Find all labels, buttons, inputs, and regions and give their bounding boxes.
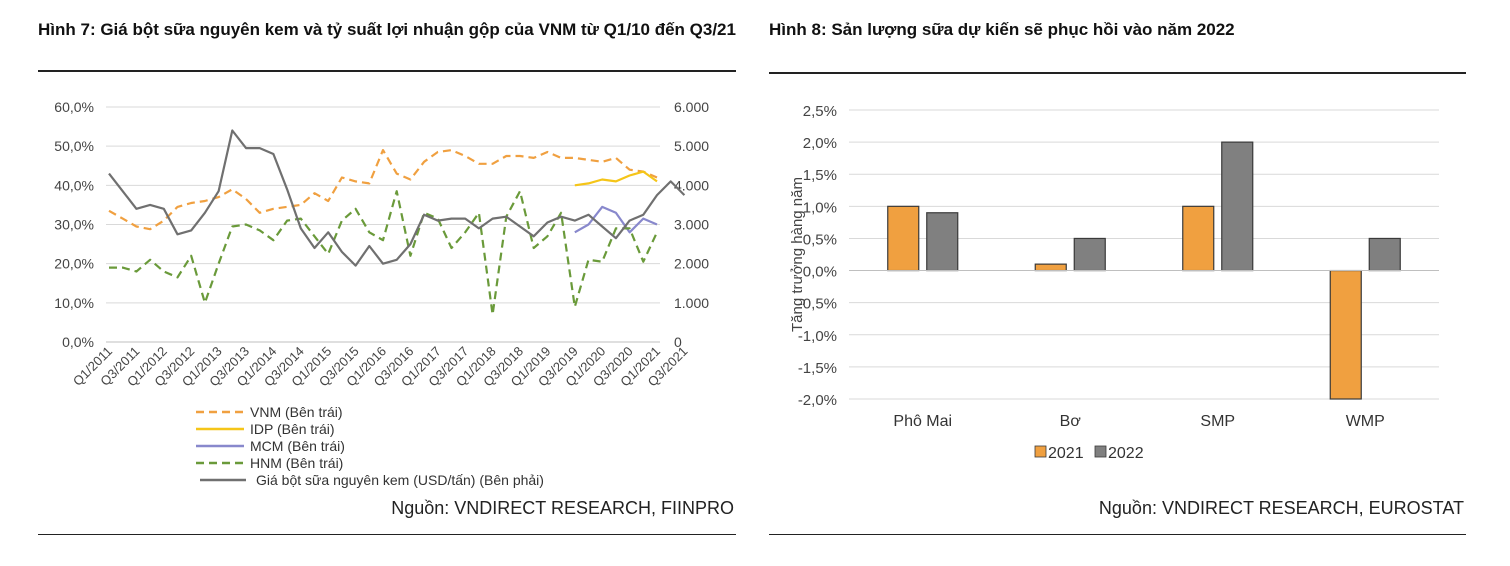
y-left-tick-label: 30,0% — [54, 217, 94, 233]
y-left-tick-label: 10,0% — [54, 295, 94, 311]
y-right-tick-label: 4.000 — [674, 177, 709, 193]
figure-8-source: Nguồn: VNDIRECT RESEARCH, EUROSTAT — [1098, 498, 1464, 518]
legend-swatch — [1094, 445, 1107, 458]
series-line-4 — [109, 190, 658, 316]
y-tick-label: 0,5% — [803, 231, 837, 248]
y-tick-label: 1,5% — [803, 167, 837, 184]
y-tick-label: 1,0% — [803, 199, 837, 216]
bar-2022 — [1221, 141, 1254, 272]
figure-7-title: Hình 7: Giá bột sữa nguyên kem và tỷ suấ… — [38, 20, 736, 39]
y-left-tick-label: 40,0% — [54, 177, 94, 193]
category-label: SMP — [1200, 413, 1235, 430]
bar-2022 — [1073, 237, 1106, 272]
y-right-tick-label: 6.000 — [674, 99, 709, 115]
figure-7-bottom-rule — [38, 534, 736, 535]
bar-2022 — [926, 212, 959, 272]
legend-label: 2022 — [1108, 445, 1144, 462]
legend-swatch — [1034, 445, 1047, 458]
series-line-5 — [108, 129, 686, 267]
y-right-tick-label: 1.000 — [674, 295, 709, 311]
y-left-tick-label: 20,0% — [54, 256, 94, 272]
figure-8-bar-chart: 2,5% 2,0% 1,5% 1,0% 0,5% 0,0% -0,5% -1,0% -1,5% -… — [789, 103, 1439, 462]
series-line-2 — [574, 170, 658, 187]
figure-7-source: Nguồn: VNDIRECT RESEARCH, FIINPRO — [391, 498, 734, 518]
figure-7-line-chart: 60,0% 6.000 50,0% 5.000 40,0% 4.000 30,0% 3.000… — [54, 99, 709, 488]
legend-label: MCM (Bên trái) — [250, 438, 345, 454]
bar-2021 — [1182, 205, 1215, 272]
y-right-tick-label: 0 — [674, 334, 682, 350]
legend-label: HNM (Bên trái) — [250, 455, 343, 471]
category-label: WMP — [1346, 413, 1385, 430]
figure-8-title: Hình 8: Sản lượng sữa dự kiến sẽ phục hồ… — [769, 20, 1235, 39]
y-right-tick-label: 3.000 — [674, 217, 709, 233]
bar-2022 — [1368, 237, 1401, 272]
legend-label: 2021 — [1048, 445, 1084, 462]
figure-8-top-rule — [769, 72, 1466, 74]
y-tick-label: -2,0% — [798, 392, 837, 409]
y-axis-label: Tăng trưởng hàng năm — [789, 177, 806, 332]
y-right-tick-label: 5.000 — [674, 138, 709, 154]
series-line-1 — [108, 149, 658, 231]
series-line-3 — [574, 205, 658, 234]
figure-8-panel: Hình 8: Sản lượng sữa dự kiến sẽ phục hồ… — [769, 0, 1466, 566]
y-tick-label: -1,0% — [798, 328, 837, 345]
y-tick-label: 0,0% — [803, 264, 837, 281]
bar-2021 — [1034, 263, 1067, 272]
legend-label: Giá bột sữa nguyên kem (USD/tấn) (Bên ph… — [256, 472, 544, 488]
legend-label: IDP (Bên trái) — [250, 421, 335, 437]
y-left-tick-label: 60,0% — [54, 99, 94, 115]
bar-2021 — [1329, 269, 1362, 400]
y-tick-label: -1,5% — [798, 360, 837, 377]
y-tick-label: -0,5% — [798, 296, 837, 313]
figure-7-top-rule — [38, 70, 736, 72]
figure-7-panel: Hình 7: Giá bột sữa nguyên kem và tỷ suấ… — [38, 0, 736, 566]
bar-2021 — [887, 205, 920, 272]
y-tick-label: 2,5% — [803, 103, 837, 120]
y-left-tick-label: 50,0% — [54, 138, 94, 154]
category-label: Phô Mai — [893, 413, 952, 430]
figure-8-bottom-rule — [769, 534, 1466, 535]
category-label: Bơ — [1060, 413, 1082, 430]
y-right-tick-label: 2.000 — [674, 256, 709, 272]
y-tick-label: 2,0% — [803, 135, 837, 152]
legend-label: VNM (Bên trái) — [250, 404, 343, 420]
y-left-tick-label: 0,0% — [62, 334, 94, 350]
